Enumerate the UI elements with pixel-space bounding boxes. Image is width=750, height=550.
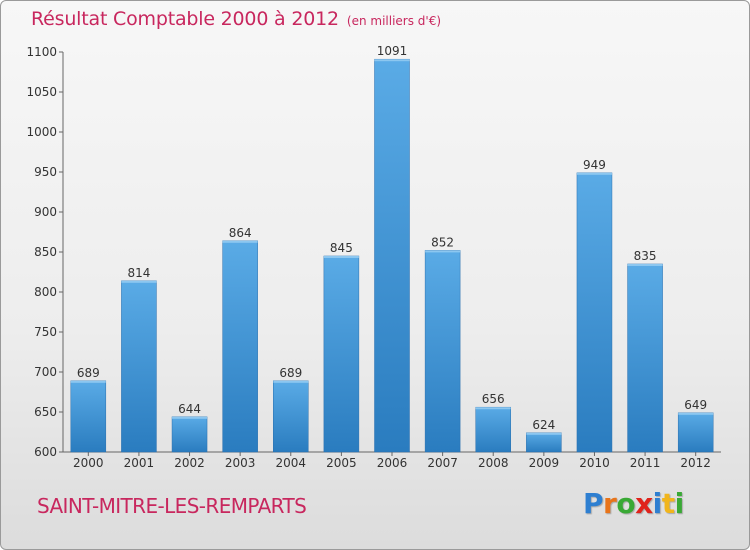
bar-top-highlight — [172, 416, 208, 419]
y-tick-label: 900 — [34, 205, 57, 219]
y-tick-label: 850 — [34, 245, 57, 259]
bar-top-highlight — [70, 380, 106, 383]
bar-2012 — [677, 412, 714, 453]
bar-2009 — [526, 432, 562, 453]
chart-subtitle: (en milliers d'€) — [346, 14, 442, 28]
x-tick-label-2011: 2011 — [630, 456, 661, 470]
y-tick-label: 800 — [34, 285, 57, 299]
bar-top-highlight — [374, 59, 410, 62]
bar-top-highlight — [526, 432, 562, 435]
bar-2001 — [121, 280, 157, 453]
bar-top-highlight — [576, 172, 612, 175]
proxiti-logo: Proxiti — [583, 487, 684, 520]
y-tick-label: 1000 — [26, 125, 57, 139]
data-label-2012: 649 — [684, 398, 707, 412]
data-label-2002: 644 — [178, 402, 201, 416]
bar-top-highlight — [475, 407, 511, 410]
x-tick-label-2004: 2004 — [275, 456, 306, 470]
bar-top-highlight — [425, 250, 461, 253]
bar-top-highlight — [121, 280, 157, 283]
logo-letter: x — [635, 487, 653, 520]
bar-2005 — [323, 255, 360, 453]
city-name: SAINT-MITRE-LES-REMPARTS — [37, 494, 307, 518]
y-tick-label: 1050 — [26, 85, 57, 99]
data-label-2003: 864 — [229, 226, 252, 240]
bar-top-highlight — [222, 240, 258, 243]
chart-title-row: Résultat Comptable 2000 à 2012 (en millie… — [31, 8, 441, 30]
x-tick-label-2006: 2006 — [377, 456, 408, 470]
data-label-2011: 835 — [634, 249, 657, 263]
y-tick-label: 650 — [34, 405, 57, 419]
x-tick-label-2009: 2009 — [529, 456, 560, 470]
y-tick-label: 750 — [34, 325, 57, 339]
bar-2002 — [171, 416, 208, 453]
bar-2010 — [576, 172, 613, 453]
y-tick-label: 700 — [34, 365, 57, 379]
y-tick-label: 1100 — [26, 45, 57, 59]
x-tick-label-2001: 2001 — [124, 456, 155, 470]
x-tick-label-2005: 2005 — [326, 456, 357, 470]
x-tick-label-2002: 2002 — [174, 456, 205, 470]
bar-2011 — [627, 263, 663, 453]
logo-letter: P — [583, 487, 604, 520]
bar-2006 — [374, 58, 410, 453]
x-tick-label-2003: 2003 — [225, 456, 256, 470]
data-label-2007: 852 — [431, 235, 454, 249]
data-label-2009: 624 — [532, 418, 555, 432]
bar-top-highlight — [627, 264, 663, 266]
data-label-2005: 845 — [330, 241, 353, 255]
bar-2000 — [70, 380, 107, 453]
bar-top-highlight — [678, 412, 714, 415]
x-tick-label-2000: 2000 — [73, 456, 104, 470]
bar-top-highlight — [273, 380, 309, 383]
bar-2007 — [424, 250, 461, 453]
logo-letter: t — [661, 487, 675, 520]
data-label-2004: 689 — [279, 366, 302, 380]
y-tick-label: 950 — [34, 165, 57, 179]
bar-2008 — [475, 406, 511, 453]
data-label-2006: 1091 — [377, 44, 408, 58]
data-label-2000: 689 — [77, 366, 100, 380]
x-tick-label-2012: 2012 — [680, 456, 711, 470]
logo-letter: i — [652, 487, 663, 520]
logo-letter: r — [603, 487, 617, 520]
data-label-2008: 656 — [482, 392, 505, 406]
y-tick-label: 600 — [34, 445, 57, 459]
data-label-2001: 814 — [127, 266, 150, 280]
logo-letter: o — [616, 487, 636, 520]
logo-letter: i — [674, 487, 685, 520]
x-tick-label-2007: 2007 — [427, 456, 458, 470]
bar-top-highlight — [323, 256, 359, 258]
x-tick-label-2008: 2008 — [478, 456, 509, 470]
x-tick-label-2010: 2010 — [579, 456, 610, 470]
data-label-2010: 949 — [583, 158, 606, 172]
chart-title: Résultat Comptable 2000 à 2012 — [31, 8, 339, 30]
bar-2004 — [273, 380, 309, 453]
bar-2003 — [222, 240, 258, 453]
